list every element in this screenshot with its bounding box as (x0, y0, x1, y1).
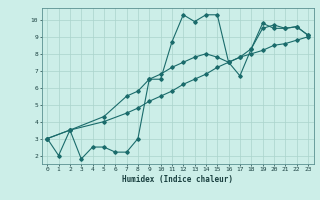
X-axis label: Humidex (Indice chaleur): Humidex (Indice chaleur) (122, 175, 233, 184)
